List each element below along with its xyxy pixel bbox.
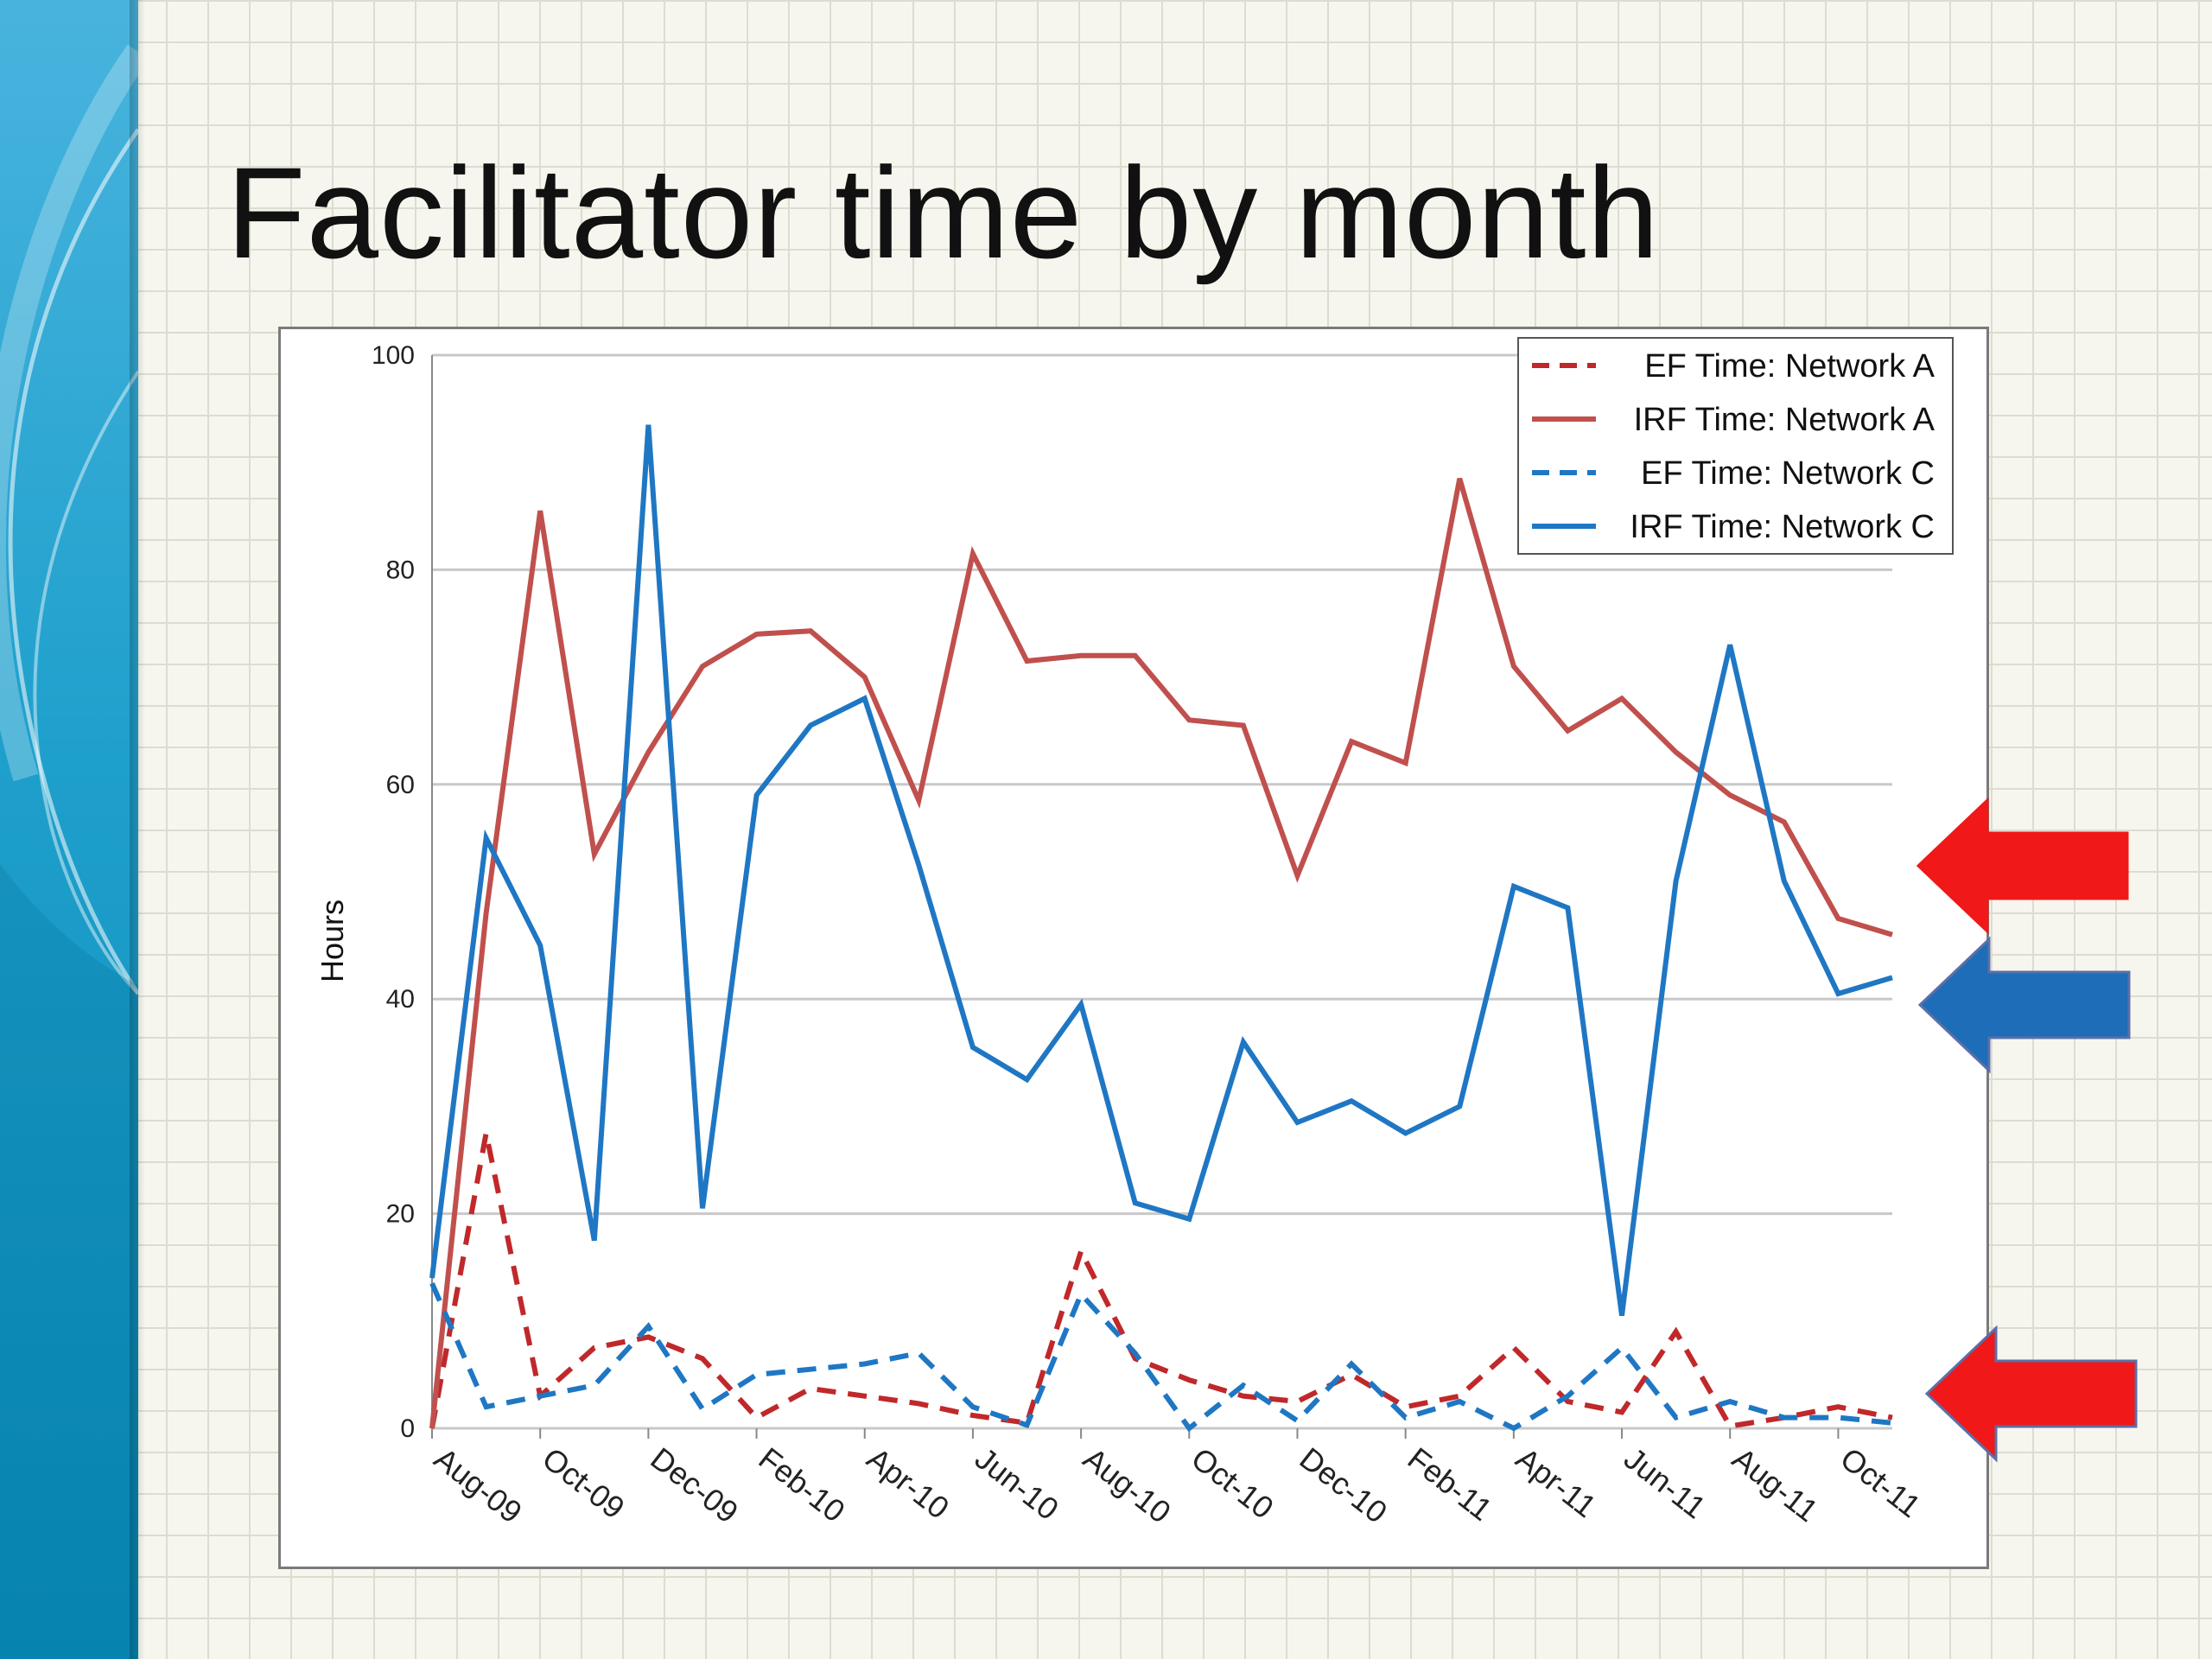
y-axis-label: Hours: [315, 899, 350, 982]
x-tick-label: Apr-10: [861, 1440, 956, 1526]
legend-label: EF Time: Network A: [1644, 348, 1935, 385]
x-tick-label: Dec-09: [644, 1440, 745, 1530]
legend-box: [1517, 337, 1954, 555]
x-tick-label: Jun-10: [969, 1440, 1065, 1527]
x-tick-label: Oct-11: [1834, 1440, 1927, 1524]
x-tick-label: Apr-11: [1510, 1440, 1603, 1524]
y-tick-label: 20: [386, 1200, 415, 1229]
legend: EF Time: Network A IRF Time: Network A EF …: [1517, 337, 1954, 555]
series-line-0: [429, 1132, 1893, 1429]
y-tick-label: 100: [372, 341, 415, 370]
x-tick-label: Oct-09: [536, 1440, 631, 1526]
slide-title: Facilitator time by month: [226, 140, 1660, 285]
x-tick-label: Aug-09: [428, 1440, 529, 1530]
legend-label: IRF Time: Network A: [1634, 402, 1936, 438]
x-tick-label: Oct-10: [1185, 1440, 1280, 1526]
band-shadow: [130, 0, 145, 1659]
x-tick-label: Feb-10: [753, 1440, 852, 1529]
legend-label: EF Time: Network C: [1641, 455, 1935, 492]
series-line-2: [429, 1282, 1893, 1433]
x-tick-label: Feb-11: [1402, 1440, 1499, 1528]
red-arrow-icon: [1916, 797, 2129, 935]
x-tick-label: Aug-11: [1726, 1440, 1825, 1529]
red-arrow-icon: [1925, 1325, 2138, 1463]
y-tick-label: 40: [386, 985, 415, 1014]
x-tick-labels: Aug-09 Oct-09 Dec-09 Feb-10 Apr-10 Jun-10 Aug-…: [428, 1440, 1928, 1530]
x-tick-label: Jun-11: [1618, 1440, 1713, 1525]
chart-frame: 0 20 40 60 80 100 Aug-09 Oct-09 Dec-09 Feb-10 Apr…: [278, 327, 1989, 1569]
series-lines: [429, 424, 1893, 1433]
y-tick-label: 0: [400, 1414, 415, 1443]
x-tick-label: Dec-10: [1294, 1440, 1395, 1530]
y-tick-label: 80: [386, 556, 415, 584]
series-line-3: [429, 424, 1893, 1316]
legend-label: IRF Time: Network C: [1630, 509, 1935, 545]
y-tick-labels: 0 20 40 60 80 100: [372, 341, 415, 1443]
decorative-side-band: [0, 0, 138, 1659]
blue-arrow-icon: [1918, 936, 2131, 1074]
series-line-1: [429, 477, 1893, 1429]
y-tick-label: 60: [386, 771, 415, 799]
x-tick-label: Aug-10: [1077, 1440, 1178, 1530]
